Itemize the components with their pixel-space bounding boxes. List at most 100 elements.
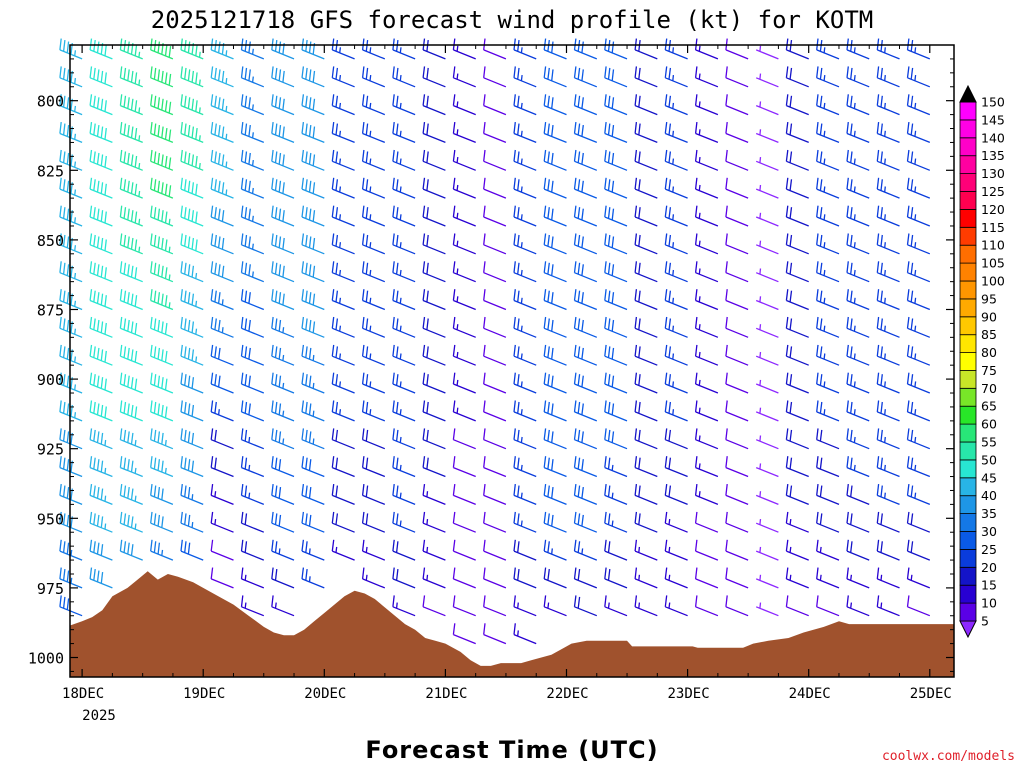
wind-barb bbox=[119, 456, 143, 478]
barb-feather bbox=[785, 372, 789, 385]
barb-feather bbox=[452, 94, 456, 106]
barb-feather bbox=[187, 236, 191, 248]
barb-half-feather bbox=[517, 630, 519, 637]
barb-feather bbox=[725, 289, 728, 301]
barb-shaft bbox=[483, 383, 507, 394]
barb-feather bbox=[161, 404, 164, 417]
barb-feather bbox=[395, 234, 399, 247]
barb-feather bbox=[119, 484, 123, 496]
barb-feather bbox=[634, 205, 638, 218]
barb-feather bbox=[517, 179, 520, 191]
barb-half-feather bbox=[74, 328, 77, 335]
terrain-surface bbox=[70, 571, 954, 677]
barb-half-feather bbox=[399, 158, 402, 165]
barb-feather bbox=[62, 123, 66, 136]
barb-feather bbox=[184, 401, 187, 414]
wind-barb bbox=[89, 66, 113, 88]
barb-feather bbox=[906, 539, 910, 552]
barb-half-feather bbox=[214, 491, 217, 497]
barb-feather bbox=[195, 183, 198, 196]
barb-feather bbox=[785, 233, 789, 245]
barb-half-feather bbox=[914, 353, 917, 360]
barb-shaft bbox=[301, 49, 325, 60]
barb-feather bbox=[725, 122, 728, 134]
x-tick-label: 25DEC bbox=[910, 686, 952, 702]
barb-half-feather bbox=[225, 161, 228, 168]
barb-feather bbox=[426, 290, 429, 303]
barb-feather bbox=[513, 316, 516, 329]
barb-feather bbox=[395, 374, 399, 386]
barb-feather bbox=[517, 401, 520, 414]
barb-feather bbox=[452, 567, 456, 579]
wind-barb bbox=[543, 344, 567, 366]
barb-half-feather bbox=[134, 467, 137, 474]
barb-feather bbox=[282, 154, 285, 166]
wind-barb bbox=[876, 122, 900, 144]
barb-feather bbox=[694, 344, 698, 357]
wind-barb bbox=[755, 351, 779, 366]
barb-half-feather bbox=[517, 602, 519, 609]
wind-barb bbox=[725, 344, 749, 366]
barb-half-feather bbox=[339, 242, 342, 248]
barb-feather bbox=[274, 346, 278, 358]
barb-shaft bbox=[89, 466, 113, 478]
wind-barb bbox=[634, 177, 658, 199]
barb-half-feather bbox=[74, 161, 77, 168]
barb-feather bbox=[910, 151, 914, 163]
barb-half-feather bbox=[456, 379, 459, 386]
barb-feather bbox=[789, 207, 793, 219]
barb-feather bbox=[331, 233, 335, 245]
barb-feather bbox=[392, 205, 395, 218]
barb-feather bbox=[312, 126, 316, 138]
barb-half-feather bbox=[399, 47, 402, 53]
barb-shaft bbox=[210, 466, 234, 478]
barb-feather bbox=[785, 94, 789, 106]
barb-feather bbox=[846, 372, 849, 385]
barb-feather bbox=[59, 595, 62, 607]
wind-barb bbox=[271, 149, 295, 171]
barb-feather bbox=[634, 539, 638, 552]
barb-feather bbox=[785, 428, 789, 440]
barb-feather bbox=[305, 346, 308, 358]
barb-feather bbox=[906, 122, 910, 134]
barb-feather bbox=[62, 234, 66, 247]
barb-feather bbox=[483, 149, 486, 162]
barb-feather bbox=[308, 431, 312, 443]
barb-feather bbox=[543, 595, 547, 607]
barb-half-feather bbox=[221, 327, 224, 333]
barb-feather bbox=[543, 400, 547, 412]
barb-feather bbox=[694, 94, 698, 106]
barb-feather bbox=[180, 344, 183, 357]
barb-feather bbox=[392, 539, 395, 552]
barb-feather bbox=[66, 208, 70, 221]
barb-half-feather bbox=[339, 325, 342, 332]
wind-barb bbox=[392, 372, 416, 394]
barb-feather bbox=[910, 262, 914, 275]
barb-feather bbox=[819, 401, 823, 414]
barb-feather bbox=[301, 289, 305, 301]
barb-feather bbox=[153, 262, 157, 275]
barb-half-feather bbox=[339, 269, 342, 276]
barb-feather bbox=[607, 290, 611, 303]
barb-feather bbox=[880, 541, 883, 553]
barb-feather bbox=[191, 377, 195, 389]
barb-feather bbox=[395, 485, 399, 497]
barb-shaft bbox=[453, 466, 476, 478]
wind-barb bbox=[846, 539, 870, 561]
barb-shaft bbox=[301, 550, 325, 561]
wind-barb bbox=[483, 428, 507, 450]
wind-barb bbox=[452, 567, 476, 589]
wind-barb bbox=[210, 539, 234, 561]
barb-shaft bbox=[301, 578, 325, 589]
barb-feather bbox=[127, 97, 130, 109]
wind-barb bbox=[543, 567, 567, 589]
barb-feather bbox=[906, 428, 910, 440]
barb-feather bbox=[187, 487, 191, 499]
barb-shaft bbox=[453, 439, 476, 450]
wind-barb bbox=[240, 567, 265, 589]
wind-barb bbox=[876, 289, 900, 311]
barb-feather bbox=[452, 623, 456, 635]
wind-barb bbox=[785, 567, 809, 589]
barb-shaft bbox=[725, 578, 749, 589]
barb-feather bbox=[180, 261, 183, 273]
